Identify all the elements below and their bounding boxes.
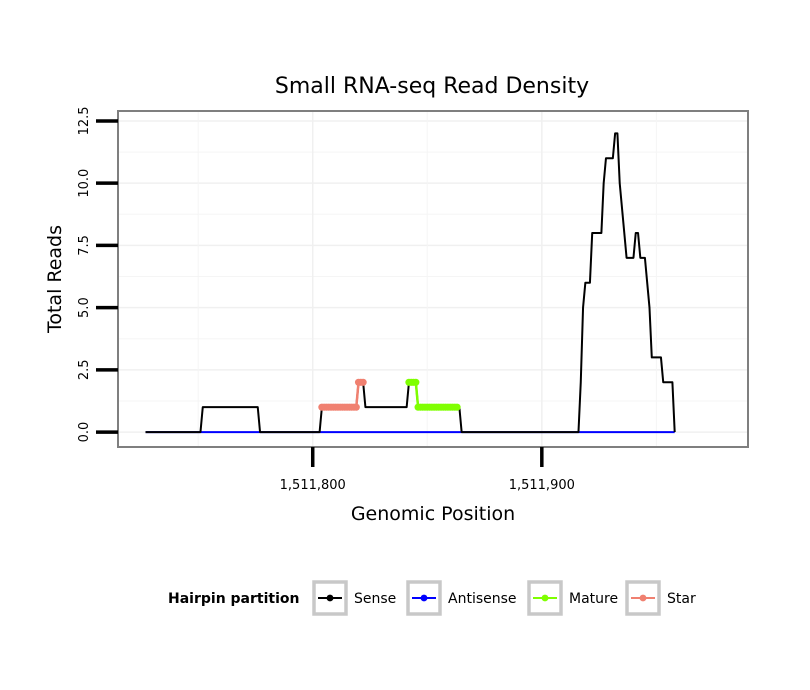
legend-item-sense: Sense bbox=[312, 580, 396, 616]
legend-key-point bbox=[541, 594, 549, 602]
x-axis-title: Genomic Position bbox=[351, 503, 515, 525]
plot-background bbox=[118, 111, 748, 447]
plot-border bbox=[117, 110, 749, 448]
legend: Hairpin partition Sense Antisense Mature St… bbox=[168, 580, 696, 616]
legend-label: Star bbox=[667, 591, 696, 607]
y-tick-label: 7.5 bbox=[77, 235, 92, 256]
mature-point bbox=[453, 403, 461, 411]
series-layer bbox=[145, 132, 676, 434]
y-tick-label: 2.5 bbox=[77, 359, 92, 380]
x-tick-label: 1,511,800 bbox=[280, 478, 346, 493]
chart-title: Small RNA-seq Read Density bbox=[275, 74, 589, 99]
legend-item-star: Star bbox=[625, 580, 696, 616]
y-tick-label: 0.0 bbox=[77, 422, 92, 443]
legend-key-point bbox=[420, 594, 428, 602]
y-tick-label: 5.0 bbox=[77, 297, 92, 318]
grid-layer bbox=[118, 111, 748, 447]
axis-layer: 0.0 2.5 5.0 7.5 10.0 12.5 1,511,800 1,511,900 bbox=[77, 106, 575, 493]
legend-title: Hairpin partition bbox=[168, 591, 299, 607]
legend-label: Antisense bbox=[448, 591, 517, 607]
legend-item-antisense: Antisense bbox=[406, 580, 517, 616]
legend-item-mature: Mature bbox=[527, 580, 618, 616]
legend-key-point bbox=[326, 594, 334, 602]
legend-label: Mature bbox=[569, 591, 618, 607]
mature-segment bbox=[414, 382, 420, 408]
y-tick-label: 12.5 bbox=[77, 106, 92, 135]
legend-items: Sense Antisense Mature Star bbox=[312, 580, 696, 616]
y-tick-label: 10.0 bbox=[77, 169, 92, 198]
legend-label: Sense bbox=[354, 591, 396, 607]
y-axis-title: Total Reads bbox=[44, 225, 66, 334]
mature-point bbox=[412, 378, 420, 386]
plot-area bbox=[117, 110, 749, 448]
legend-key-point bbox=[639, 594, 647, 602]
x-tick-label: 1,511,900 bbox=[509, 478, 575, 493]
star-segment bbox=[355, 382, 360, 408]
star-point bbox=[352, 403, 360, 411]
star-point bbox=[359, 378, 367, 386]
